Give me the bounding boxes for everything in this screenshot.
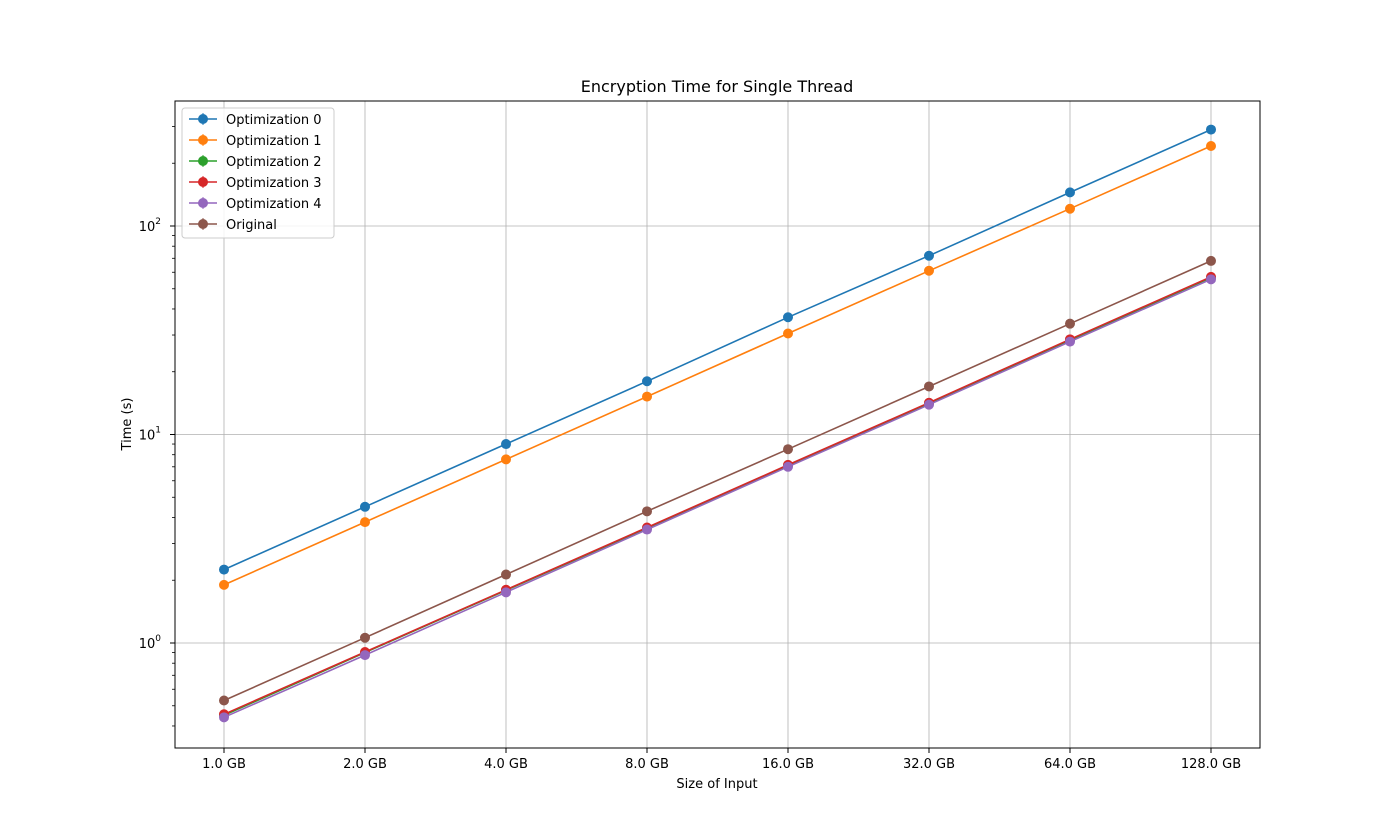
legend-marker bbox=[198, 114, 208, 124]
x-axis-label: Size of Input bbox=[676, 777, 757, 792]
data-point bbox=[924, 399, 934, 410]
series-line bbox=[223, 145, 1212, 586]
legend-label: Optimization 2 bbox=[226, 155, 322, 170]
data-point bbox=[1206, 274, 1216, 285]
data-point bbox=[642, 506, 652, 517]
x-tick-label: 16.0 GB bbox=[762, 757, 814, 772]
data-point bbox=[924, 250, 934, 261]
data-point bbox=[924, 265, 934, 276]
legend: Optimization 0 Optimization 1 Optimization… bbox=[181, 107, 335, 239]
legend-item: Optimization 2 bbox=[189, 155, 322, 170]
legend-label: Original bbox=[226, 218, 277, 233]
legend-marker bbox=[198, 198, 208, 208]
data-point bbox=[360, 650, 370, 661]
data-point bbox=[360, 501, 370, 512]
legend-item: Original bbox=[189, 218, 277, 233]
legend-marker bbox=[198, 156, 208, 166]
data-point bbox=[360, 632, 370, 643]
data-point bbox=[219, 564, 229, 575]
legend-label: Optimization 0 bbox=[226, 113, 322, 128]
series-5 bbox=[219, 255, 1216, 706]
legend-item: Optimization 3 bbox=[189, 176, 322, 191]
x-tick-label: 8.0 GB bbox=[625, 757, 669, 772]
x-tick-label: 32.0 GB bbox=[903, 757, 955, 772]
data-point bbox=[783, 312, 793, 323]
series-line bbox=[223, 276, 1212, 716]
x-tick-label: 64.0 GB bbox=[1044, 757, 1096, 772]
series-line bbox=[223, 260, 1212, 702]
legend-marker bbox=[198, 135, 208, 145]
data-point bbox=[1065, 318, 1075, 329]
series-line bbox=[223, 128, 1212, 571]
data-point bbox=[501, 439, 511, 450]
data-point bbox=[219, 712, 229, 723]
data-point bbox=[1065, 336, 1075, 347]
x-tick-label: 128.0 GB bbox=[1181, 757, 1241, 772]
legend-label: Optimization 1 bbox=[226, 134, 322, 149]
data-point bbox=[1206, 140, 1216, 151]
legend-label: Optimization 4 bbox=[226, 197, 322, 212]
data-point bbox=[219, 695, 229, 706]
data-point bbox=[642, 391, 652, 402]
data-point bbox=[642, 524, 652, 535]
legend-marker bbox=[198, 177, 208, 187]
data-point bbox=[783, 444, 793, 455]
x-tick-label: 4.0 GB bbox=[484, 757, 528, 772]
data-point bbox=[1065, 187, 1075, 198]
data-point bbox=[783, 328, 793, 339]
legend-box bbox=[181, 107, 335, 239]
y-axis-label: Time (s) bbox=[120, 398, 135, 452]
data-point bbox=[501, 587, 511, 598]
data-point bbox=[501, 569, 511, 580]
legend-marker bbox=[198, 219, 208, 229]
y-axis: 100 101 102 bbox=[139, 126, 175, 727]
legend-item: Optimization 1 bbox=[189, 134, 322, 149]
data-point bbox=[783, 461, 793, 472]
legend-item: Optimization 4 bbox=[189, 197, 322, 212]
data-point bbox=[501, 454, 511, 465]
data-point bbox=[219, 579, 229, 590]
series-1 bbox=[219, 140, 1216, 590]
data-point bbox=[924, 381, 934, 392]
x-tick-label: 1.0 GB bbox=[202, 757, 246, 772]
data-point bbox=[1065, 203, 1075, 214]
x-tick-label: 2.0 GB bbox=[343, 757, 387, 772]
y-tick-label: 101 bbox=[139, 426, 161, 444]
x-axis: 1.0 GB 2.0 GB 4.0 GB 8.0 GB 16.0 GB 32.0 GB 64… bbox=[202, 748, 1241, 772]
series-line bbox=[223, 278, 1212, 719]
y-tick-label: 100 bbox=[139, 634, 162, 652]
data-point bbox=[1206, 124, 1216, 135]
data-point bbox=[1206, 255, 1216, 266]
series-4 bbox=[219, 274, 1216, 723]
data-point bbox=[360, 517, 370, 528]
legend-label: Optimization 3 bbox=[226, 176, 322, 191]
legend-item: Optimization 0 bbox=[189, 113, 322, 128]
y-tick-label: 102 bbox=[139, 217, 161, 235]
data-point bbox=[642, 376, 652, 387]
chart-title: Encryption Time for Single Thread bbox=[581, 77, 854, 96]
plot-frame bbox=[174, 100, 1261, 749]
series-0 bbox=[219, 124, 1216, 575]
grid-lines bbox=[175, 101, 1260, 748]
series-layer bbox=[219, 124, 1216, 723]
